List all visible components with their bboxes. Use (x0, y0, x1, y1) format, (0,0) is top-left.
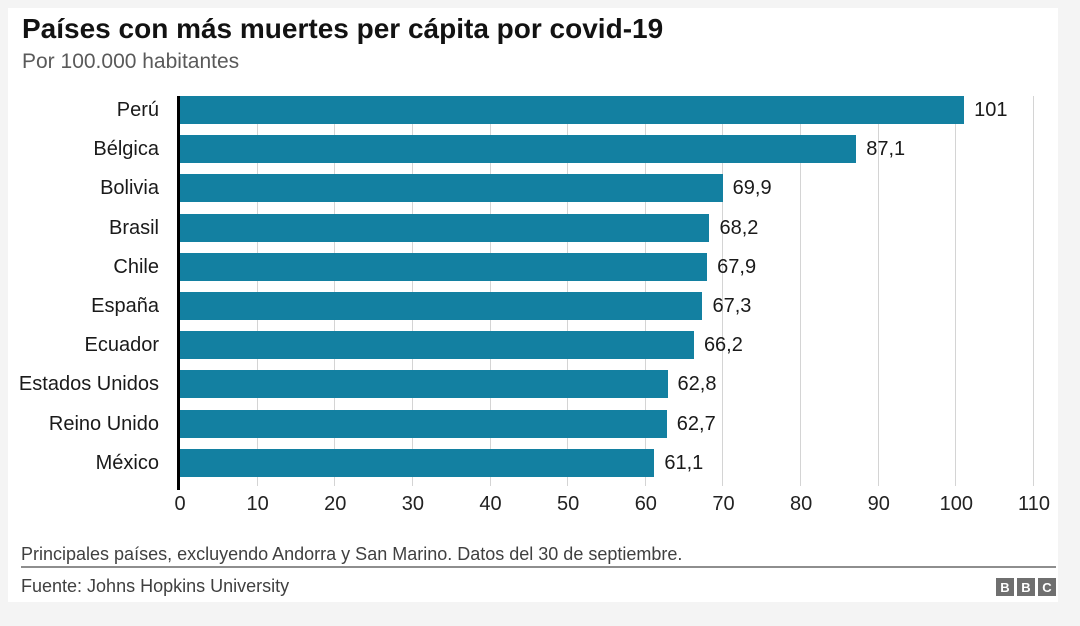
x-tick-label: 20 (324, 493, 347, 515)
source-text: Fuente: Johns Hopkins University (21, 576, 290, 596)
gridline (722, 96, 724, 486)
value-label: 67,9 (717, 256, 757, 278)
category-label: Reino Unido (48, 413, 159, 435)
bar (180, 135, 857, 163)
category-label: Bélgica (93, 138, 159, 160)
footer-divider (21, 566, 1056, 568)
value-label: 101 (974, 99, 1008, 121)
bar (180, 449, 655, 477)
x-tick-label: 110 (1018, 493, 1050, 515)
bbc-logo-letter: B (1017, 578, 1035, 596)
bar (180, 214, 710, 242)
bbc-logo-letter: B (996, 578, 1014, 596)
x-tick-label: 10 (246, 493, 269, 515)
chart-subtitle: Por 100.000 habitantes (22, 50, 240, 73)
bar (180, 292, 703, 320)
bar-chart: Perú Bélgica Bolivia Brasil Chile España Ecuad… (8, 96, 1058, 536)
bar (180, 96, 965, 124)
x-tick-label: 30 (401, 493, 425, 515)
plot-area: 101 87,1 69,9 68,2 67,9 67,3 66,2 62,8 62,7 61,1 (177, 96, 1034, 490)
gridline (644, 96, 646, 486)
x-tick-label: 60 (634, 493, 657, 515)
category-label: España (91, 295, 159, 317)
x-tick-label: 80 (789, 493, 813, 515)
x-tick-label: 100 (939, 493, 974, 515)
value-label: 67,3 (712, 295, 752, 317)
x-tick-label: 50 (557, 493, 580, 515)
chart-footnote: Principales países, excluyendo Andorra y… (21, 544, 683, 564)
value-label: 66,2 (703, 334, 743, 356)
category-label: Bolivia (100, 177, 159, 199)
bar (180, 331, 694, 359)
value-label: 62,7 (676, 413, 716, 435)
chart-card: Países con más muertes per cápita por co… (8, 8, 1058, 602)
gridline (567, 96, 569, 486)
x-tick-label: 90 (867, 493, 890, 515)
bar (180, 174, 723, 202)
value-label: 62,8 (677, 373, 717, 395)
category-label: Perú (116, 99, 159, 121)
gridline (800, 96, 802, 486)
x-tick-label: 70 (712, 493, 735, 515)
bar (180, 253, 708, 281)
category-label: Ecuador (84, 334, 160, 356)
value-label: 68,2 (719, 217, 759, 239)
value-label: 61,1 (664, 452, 704, 474)
gridline (256, 96, 258, 486)
gridline (955, 96, 957, 486)
category-labels: Perú Bélgica Bolivia Brasil Chile España Ecuad… (8, 96, 168, 496)
gridline (411, 96, 413, 486)
gridline (877, 96, 879, 486)
value-label: 87,1 (866, 138, 906, 160)
category-label: México (95, 452, 159, 474)
category-label: Brasil (108, 217, 159, 239)
gridline (489, 96, 491, 486)
x-tick-label: 0 (174, 493, 186, 515)
chart-title: Países con más muertes per cápita por co… (22, 13, 664, 44)
x-tick-label: 40 (479, 493, 502, 515)
bar (180, 410, 667, 438)
bbc-logo-letter: C (1038, 578, 1056, 596)
category-label: Estados Unidos (18, 373, 159, 395)
bar (180, 370, 668, 398)
value-label: 69,9 (732, 177, 772, 199)
category-label: Chile (113, 256, 159, 278)
gridline (1033, 96, 1034, 486)
gridline (334, 96, 336, 486)
